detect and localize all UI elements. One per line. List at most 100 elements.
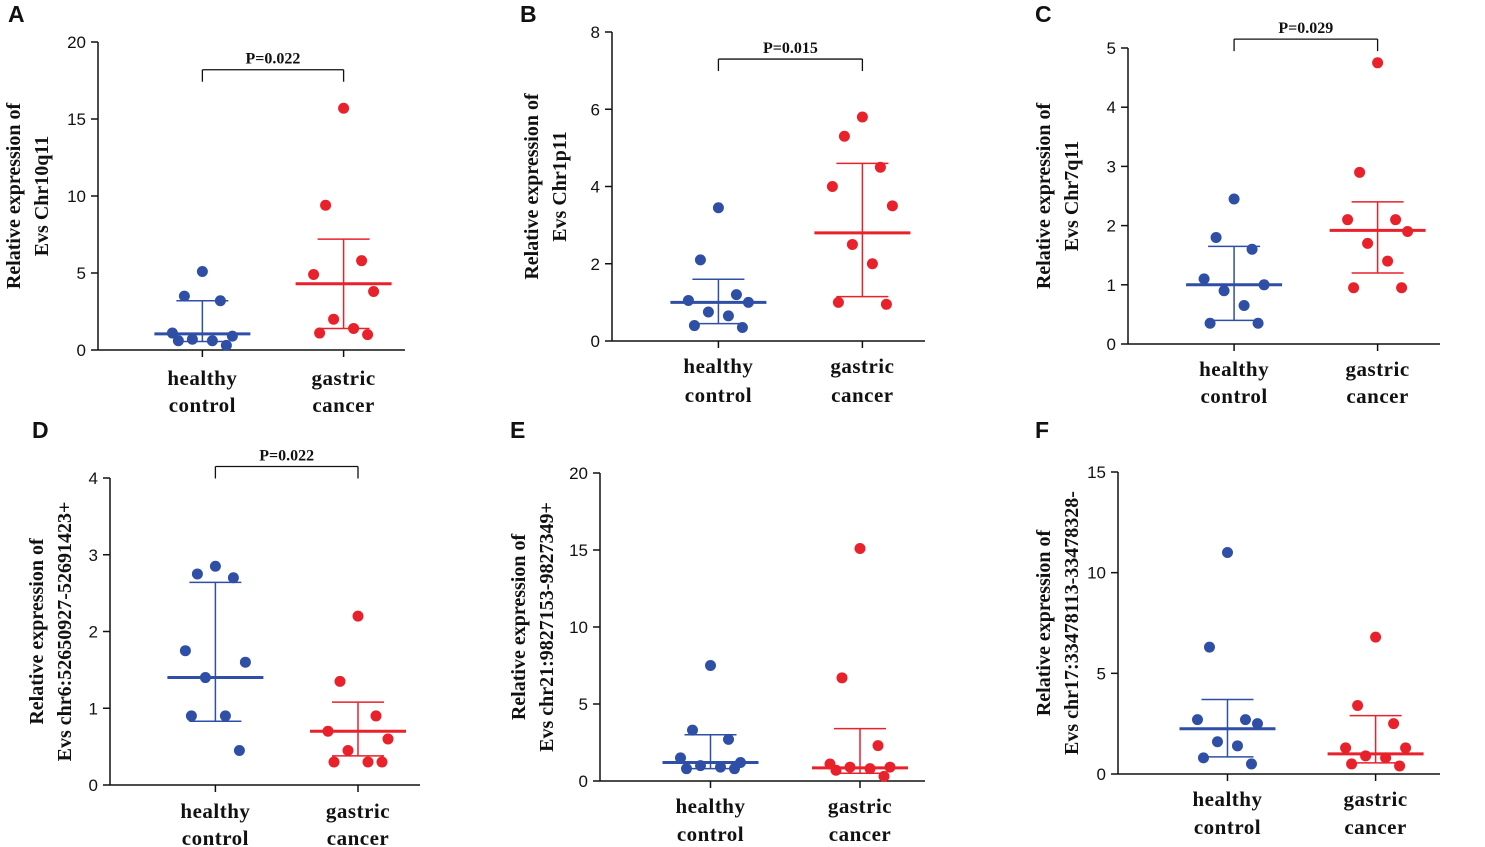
x-category-label: healthy	[1199, 357, 1269, 381]
data-point	[186, 333, 198, 345]
data-point	[382, 733, 394, 745]
data-point	[239, 656, 251, 668]
data-point	[1348, 282, 1360, 294]
y-tick-label: 4	[591, 178, 600, 197]
data-point	[328, 313, 340, 325]
y-tick-label: 0	[77, 341, 86, 360]
data-point	[1203, 641, 1215, 653]
data-point	[226, 330, 238, 342]
data-point	[694, 254, 706, 266]
data-point	[1197, 752, 1209, 764]
data-point	[730, 289, 742, 301]
y-tick-label: 15	[569, 541, 588, 560]
x-category-label: healthy	[1192, 787, 1262, 811]
y-tick-label: 6	[591, 100, 600, 119]
y-axis-label: Relative expression of	[3, 103, 25, 290]
data-point	[1352, 700, 1364, 712]
data-point	[196, 265, 208, 277]
data-point	[362, 756, 374, 768]
y-tick-label: 5	[579, 695, 588, 714]
x-category-label-line2: cancer	[1344, 815, 1406, 839]
y-tick-label: 20	[569, 464, 588, 483]
y-tick-label: 5	[77, 264, 86, 283]
data-point	[1342, 214, 1354, 226]
x-category-label: healthy	[683, 354, 753, 378]
p-value-label: P=0.029	[1278, 20, 1333, 37]
data-point	[688, 320, 700, 332]
data-point	[1246, 243, 1258, 255]
data-point	[191, 568, 203, 580]
x-category-label-line2: control	[685, 383, 752, 407]
x-category-label-line2: control	[182, 826, 249, 847]
data-point	[1400, 742, 1412, 754]
data-point	[1198, 273, 1210, 285]
y-tick-label: 0	[1097, 765, 1106, 784]
series-healthy-control	[154, 265, 251, 351]
significance-bracket: P=0.015	[717, 40, 864, 72]
y-axis-label-line2: Evs Chr1p11	[549, 131, 571, 242]
series-healthy-control	[167, 560, 264, 756]
y-tick-label: 15	[1087, 463, 1106, 482]
x-category-label-line2: control	[1200, 384, 1267, 408]
data-point	[179, 645, 191, 657]
y-tick-label: 10	[67, 187, 86, 206]
x-category-label-line2: control	[677, 822, 744, 846]
data-point	[826, 181, 838, 192]
data-point	[368, 285, 380, 297]
data-point	[206, 335, 218, 347]
y-axis-label: Relative expression of	[521, 93, 543, 280]
data-point	[836, 672, 848, 684]
y-tick-label: 0	[1107, 335, 1116, 354]
panel-d: D Relative expression of Evs chr6:52650927…	[26, 417, 420, 847]
x-category-label-line2: control	[1194, 815, 1261, 839]
x-category-label: gastric	[1346, 357, 1410, 381]
y-axis-label-line2: Evs chr17:33478113-33478328-	[1061, 491, 1083, 755]
data-point	[736, 321, 748, 333]
panel-letter: D	[32, 417, 49, 443]
data-point	[838, 130, 850, 142]
p-value-label: P=0.022	[246, 51, 301, 68]
panel-c: C Relative expression of Evs Chr7q11 0 1 2 3 4 5…	[1033, 1, 1440, 408]
panel-letter: F	[1035, 417, 1049, 443]
data-point	[682, 294, 694, 306]
x-category-label: healthy	[167, 366, 237, 390]
y-tick-label: 4	[89, 469, 98, 488]
x-category-label: healthy	[675, 794, 745, 818]
data-point	[1245, 758, 1257, 770]
significance-bracket: P=0.022	[201, 51, 345, 82]
panel-letter: B	[520, 1, 537, 27]
panel-letter: C	[1035, 1, 1052, 27]
data-point	[880, 298, 892, 310]
x-category-label-line2: cancer	[327, 826, 389, 847]
data-point	[172, 335, 184, 347]
data-point	[376, 756, 388, 768]
y-tick-label: 2	[591, 255, 600, 274]
data-point	[308, 269, 320, 281]
data-point	[1204, 317, 1216, 329]
y-axis-label: Relative expression of	[1033, 530, 1055, 717]
data-point	[1372, 57, 1384, 69]
significance-bracket: P=0.029	[1233, 20, 1379, 52]
data-point	[874, 161, 886, 173]
y-axis-label: Relative expression of	[508, 534, 530, 721]
y-tick-label: 1	[89, 699, 98, 718]
data-point	[1231, 740, 1243, 752]
y-tick-label: 0	[89, 776, 98, 795]
data-point	[1388, 718, 1400, 730]
data-point	[220, 339, 232, 351]
data-point	[334, 675, 346, 687]
data-point	[348, 322, 360, 334]
data-point	[342, 744, 354, 756]
data-point	[370, 710, 382, 722]
x-category-label-line2: cancer	[312, 393, 374, 417]
series-gastric-cancer	[814, 111, 911, 310]
data-point	[1382, 255, 1394, 267]
data-point	[1346, 758, 1358, 770]
series-gastric-cancer	[1327, 631, 1424, 772]
y-axis-label: Relative expression of	[1033, 103, 1055, 290]
y-axis-label: Relative expression of	[26, 538, 48, 725]
data-point	[314, 327, 326, 339]
panel-a: A Relative expression of Evs Chr10q11 0 5 10 1…	[3, 1, 405, 417]
y-tick-label: 1	[1107, 276, 1116, 295]
x-category-label: gastric	[312, 366, 376, 390]
